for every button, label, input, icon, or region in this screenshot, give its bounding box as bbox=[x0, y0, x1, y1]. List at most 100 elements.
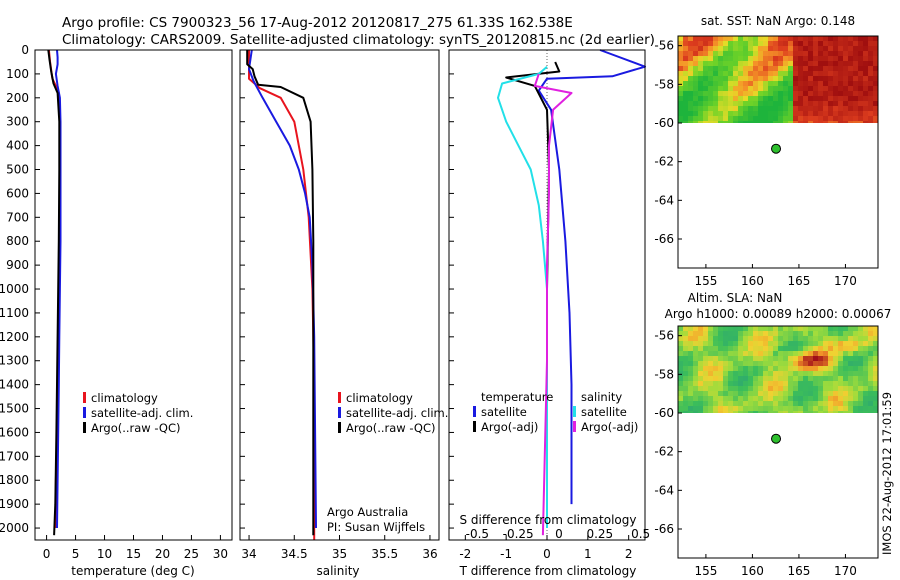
heatmap-cell bbox=[873, 66, 879, 72]
heatmap-cell bbox=[828, 66, 834, 72]
heatmap-cell bbox=[858, 121, 864, 123]
heatmap-cell bbox=[843, 81, 849, 87]
heatmap-cell bbox=[703, 116, 709, 122]
heatmap-cell bbox=[873, 361, 879, 367]
heatmap-cell bbox=[763, 111, 769, 117]
heatmap-cell bbox=[803, 356, 809, 362]
heatmap-cell bbox=[838, 396, 844, 402]
heatmap-cell bbox=[873, 56, 879, 62]
heatmap-cell bbox=[753, 401, 759, 407]
heatmap-cell bbox=[808, 356, 814, 362]
heatmap-cell bbox=[833, 331, 839, 337]
heatmap-cell bbox=[733, 41, 739, 47]
heatmap-cell bbox=[788, 331, 794, 337]
heatmap-cell bbox=[798, 331, 804, 337]
heatmap-cell bbox=[738, 401, 744, 407]
heatmap-cell bbox=[683, 106, 689, 112]
heatmap-cell bbox=[708, 56, 714, 62]
heatmap-cell bbox=[793, 41, 799, 47]
heatmap-cell bbox=[863, 36, 869, 42]
heatmap-cell bbox=[733, 361, 739, 367]
y-tick-label: 1300 bbox=[0, 354, 29, 368]
heatmap-cell bbox=[798, 96, 804, 102]
heatmap-cell bbox=[838, 341, 844, 347]
heatmap-cell bbox=[698, 411, 704, 413]
heatmap-cell bbox=[788, 36, 794, 42]
heatmap-cell bbox=[713, 51, 719, 57]
heatmap-cell bbox=[823, 111, 829, 117]
heatmap-cell bbox=[843, 76, 849, 82]
heatmap-cell bbox=[848, 351, 854, 357]
heatmap-cell bbox=[693, 121, 699, 123]
heatmap-cell bbox=[803, 41, 809, 47]
heatmap-cell bbox=[863, 76, 869, 82]
heatmap-cell bbox=[778, 351, 784, 357]
heatmap-cell bbox=[773, 411, 779, 413]
heatmap-cell bbox=[803, 121, 809, 123]
heatmap-cell bbox=[718, 406, 724, 412]
heatmap-cell bbox=[743, 86, 749, 92]
heatmap-cell bbox=[743, 101, 749, 107]
heatmap-cell bbox=[868, 36, 874, 42]
heatmap-cell bbox=[818, 331, 824, 337]
heatmap-cell bbox=[733, 401, 739, 407]
heatmap-cell bbox=[703, 401, 709, 407]
heatmap-cell bbox=[773, 346, 779, 352]
heatmap-cell bbox=[748, 46, 754, 52]
heatmap-cell bbox=[833, 356, 839, 362]
heatmap-cell bbox=[738, 111, 744, 117]
heatmap-cell bbox=[768, 76, 774, 82]
heatmap-cell bbox=[748, 51, 754, 57]
legend-swatch-s-satellite bbox=[573, 406, 576, 417]
heatmap-cell bbox=[803, 396, 809, 402]
heatmap-cell bbox=[733, 96, 739, 102]
heatmap-cell bbox=[738, 371, 744, 377]
y-tick-label: 1100 bbox=[0, 306, 29, 320]
sst-map-title: sat. SST: NaN Argo: 0.148 bbox=[701, 14, 855, 28]
heatmap-cell bbox=[778, 406, 784, 412]
heatmap-cell bbox=[763, 411, 769, 413]
heatmap-cell bbox=[698, 351, 704, 357]
heatmap-cell bbox=[823, 341, 829, 347]
heatmap-cell bbox=[748, 341, 754, 347]
heatmap-cell bbox=[758, 371, 764, 377]
salinity-legend: climatology satellite-adj. clim. Argo(..… bbox=[338, 391, 448, 435]
heatmap-cell bbox=[793, 371, 799, 377]
heatmap-cell bbox=[768, 46, 774, 52]
y-tick-label: 1700 bbox=[0, 449, 29, 463]
heatmap-cell bbox=[773, 326, 779, 332]
heatmap-cell bbox=[838, 391, 844, 397]
heatmap-cell bbox=[748, 351, 754, 357]
heatmap-cell bbox=[843, 116, 849, 122]
heatmap-cell bbox=[798, 336, 804, 342]
heatmap-cell bbox=[803, 391, 809, 397]
heatmap-cell bbox=[728, 116, 734, 122]
heatmap-cell bbox=[758, 76, 764, 82]
heatmap-cell bbox=[703, 391, 709, 397]
heatmap-cell bbox=[693, 391, 699, 397]
heatmap-cell bbox=[858, 51, 864, 57]
heatmap-cell bbox=[783, 366, 789, 372]
heatmap-cell bbox=[778, 396, 784, 402]
heatmap-cell bbox=[788, 371, 794, 377]
heatmap-cell bbox=[703, 81, 709, 87]
heatmap-cell bbox=[683, 371, 689, 377]
heatmap-cell bbox=[783, 61, 789, 67]
heatmap-cell bbox=[738, 116, 744, 122]
x-tick-label: 34.5 bbox=[281, 547, 308, 561]
heatmap-cell bbox=[758, 116, 764, 122]
heatmap-cell bbox=[683, 331, 689, 337]
heatmap-cell bbox=[873, 386, 879, 392]
heatmap-cell bbox=[743, 66, 749, 72]
heatmap-cell bbox=[773, 351, 779, 357]
heatmap-cell bbox=[788, 386, 794, 392]
heatmap-cell bbox=[863, 371, 869, 377]
heatmap-cell bbox=[813, 366, 819, 372]
heatmap-cell bbox=[683, 56, 689, 62]
heatmap-cell bbox=[868, 116, 874, 122]
heatmap-cell bbox=[773, 86, 779, 92]
heatmap-cell bbox=[758, 366, 764, 372]
sla-map-axes: 155 160 165 170-56-58-60-62-64-66 bbox=[654, 329, 857, 578]
heatmap-cell bbox=[713, 396, 719, 402]
heatmap-cell bbox=[778, 371, 784, 377]
